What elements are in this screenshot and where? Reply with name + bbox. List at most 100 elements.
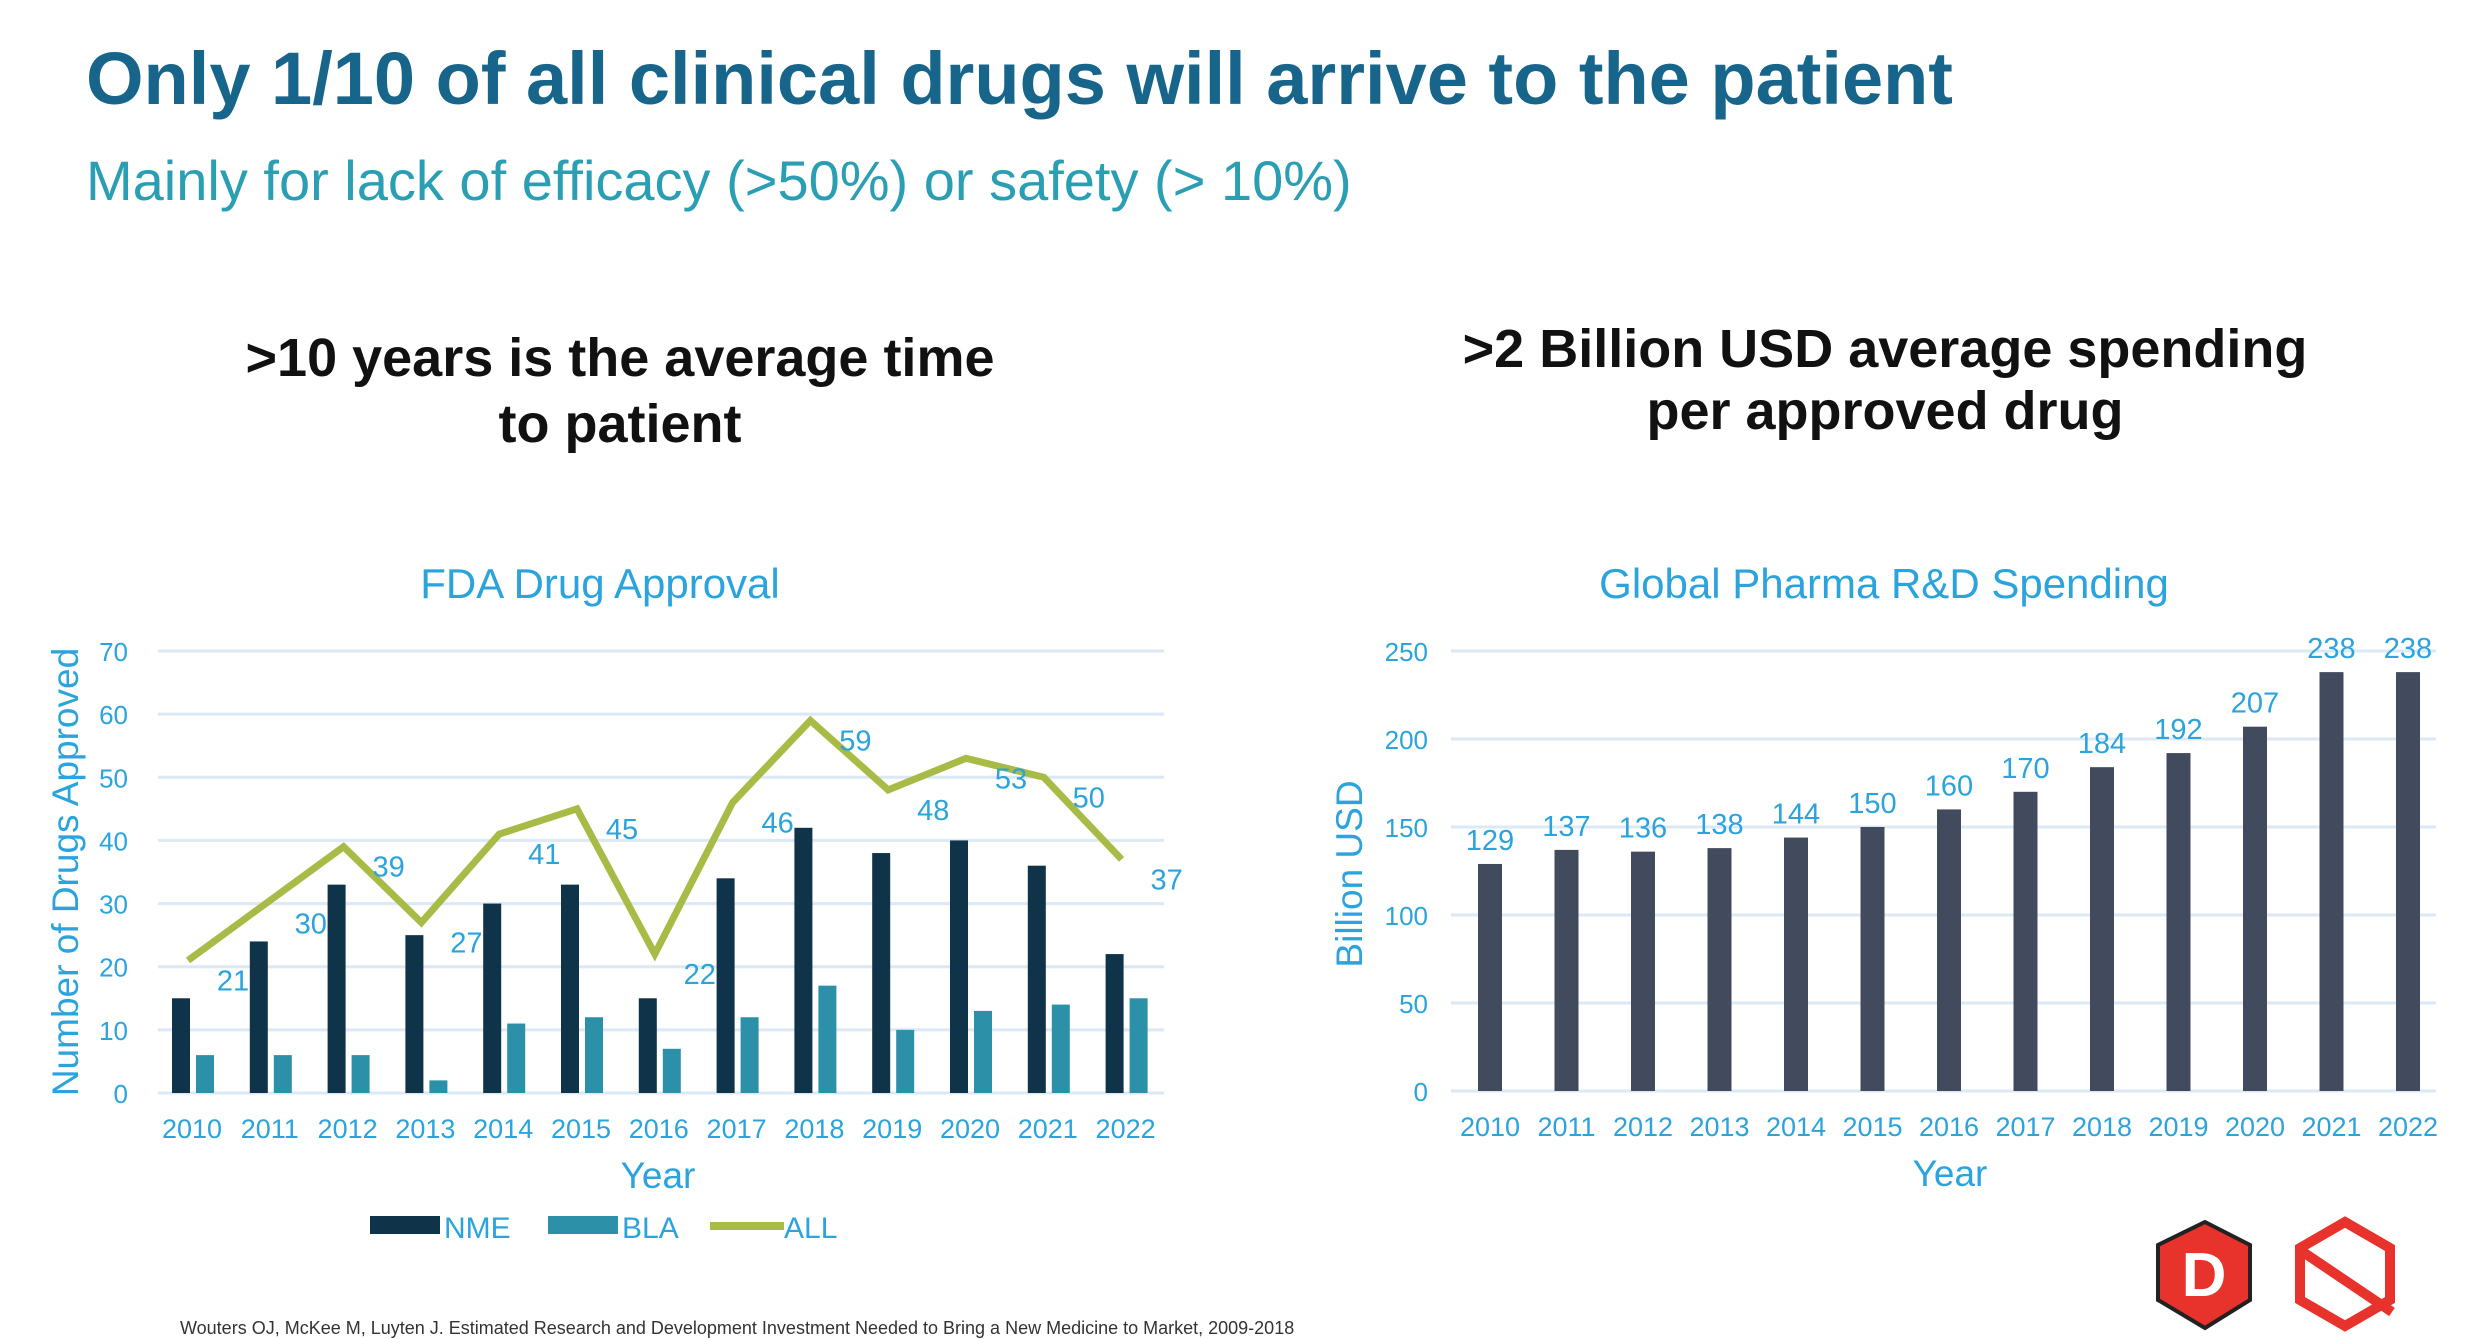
y-tick-label: 20 [99, 953, 128, 983]
data-label-all: 45 [606, 814, 638, 846]
bar-spending [1631, 851, 1655, 1091]
bar-spending [2166, 753, 2191, 1091]
x-tick-label: 2017 [707, 1114, 767, 1144]
y-tick-label: 50 [1399, 989, 1428, 1019]
data-label-spending: 238 [2384, 633, 2432, 665]
y-tick-label: 50 [99, 763, 128, 793]
y-tick-label: 60 [99, 700, 128, 730]
logo-dx-icon [2295, 1216, 2395, 1332]
x-tick-label: 2012 [318, 1114, 378, 1144]
line-all [185, 715, 1125, 964]
x-tick-label: 2015 [551, 1114, 611, 1144]
y-tick-label: 40 [99, 826, 128, 856]
y-tick-label: 150 [1385, 813, 1428, 843]
bar-bla [974, 1010, 992, 1093]
x-tick-label: 2015 [1842, 1112, 1902, 1142]
bar-spending [1784, 837, 1808, 1091]
left-heading: >10 years is the average time to patient [245, 328, 995, 454]
data-label-spending: 170 [2001, 753, 2049, 785]
x-tick-label: 2018 [2072, 1112, 2132, 1142]
x-tick-label: 2017 [1995, 1112, 2055, 1142]
x-tick-label: 2022 [1096, 1114, 1156, 1144]
bar-bla [896, 1029, 915, 1093]
legend-label-nme: NME [444, 1212, 511, 1245]
data-label-all: 22 [684, 959, 716, 991]
bar-nme [1027, 865, 1046, 1093]
bar-nme [327, 884, 346, 1093]
logo-dx-stroke [2297, 1245, 2395, 1317]
data-label-spending: 129 [1466, 825, 1514, 857]
y-tick-label: 0 [1414, 1077, 1428, 1107]
logo-d-text: D [2182, 1241, 2227, 1310]
x-tick-label: 2019 [2148, 1112, 2208, 1142]
bar-nme [249, 941, 268, 1093]
bar-nme [405, 935, 424, 1093]
bar-spending [2243, 726, 2267, 1091]
bar-bla [429, 1080, 448, 1093]
bar-bla [351, 1055, 370, 1093]
legend-swatch-nme [370, 1216, 440, 1234]
x-tick-label: 2012 [1613, 1112, 1673, 1142]
x-tick-label: 2019 [862, 1114, 922, 1144]
y-tick-label: 10 [99, 1016, 128, 1046]
bar-spending [1554, 849, 1579, 1091]
x-tick-label: 2016 [1919, 1112, 1979, 1142]
bar-nme [716, 878, 735, 1093]
y-tick-label: 250 [1385, 637, 1428, 667]
y-axis-label: Billion USD [1329, 780, 1370, 967]
y-axis-label: Number of Drugs Approved [45, 648, 86, 1096]
bar-nme [1105, 954, 1124, 1093]
data-label-all: 53 [995, 763, 1027, 795]
x-tick-label: 2013 [1689, 1112, 1749, 1142]
y-tick-label: 200 [1385, 725, 1428, 755]
data-label-spending: 238 [2307, 633, 2355, 665]
bar-spending [2013, 791, 2038, 1091]
data-label-all: 21 [217, 965, 249, 997]
right-heading: >2 Billion USD average spending per appr… [1462, 319, 2308, 441]
x-tick-label: 2021 [2301, 1112, 2361, 1142]
bar-bla [662, 1048, 681, 1093]
bar-nme [172, 998, 190, 1093]
bar-bla [585, 1017, 603, 1093]
bar-bla [273, 1055, 292, 1093]
data-label-all: 41 [528, 839, 560, 871]
y-tick-label: 0 [114, 1079, 128, 1109]
y-tick-label: 30 [99, 890, 128, 920]
x-tick-label: 2020 [940, 1114, 1000, 1144]
bar-bla [818, 985, 837, 1093]
data-label-all: 37 [1150, 864, 1182, 896]
data-label-all: 30 [295, 909, 327, 941]
bar-bla [196, 1055, 214, 1093]
citation-footer: Wouters OJ, McKee M, Luyten J. Estimated… [180, 1318, 1295, 1338]
slide-subtitle: Mainly for lack of efficacy (>50%) or sa… [86, 149, 1352, 212]
legend-swatch-bla [548, 1216, 618, 1234]
bar-bla [507, 1023, 526, 1093]
x-tick-label: 2018 [784, 1114, 844, 1144]
bar-nme [872, 853, 891, 1093]
data-label-spending: 136 [1619, 813, 1667, 845]
chart-title: FDA Drug Approval [420, 560, 780, 607]
data-label-spending: 184 [2078, 728, 2126, 760]
data-label-spending: 207 [2231, 688, 2279, 720]
x-tick-label: 2014 [1766, 1112, 1826, 1142]
legend-label-bla: BLA [622, 1212, 679, 1245]
x-tick-label: 2011 [1537, 1112, 1595, 1142]
bar-spending [2090, 767, 2114, 1091]
data-label-spending: 160 [1925, 770, 1973, 802]
data-label-spending: 150 [1848, 788, 1896, 820]
bar-bla [1129, 998, 1148, 1093]
x-axis-label: Year [621, 1155, 696, 1196]
x-tick-label: 2010 [1460, 1112, 1520, 1142]
x-tick-label: 2022 [2378, 1112, 2438, 1142]
data-label-all: 39 [372, 852, 404, 884]
bar-nme [950, 840, 968, 1093]
bar-spending [2319, 672, 2344, 1091]
bar-nme [483, 903, 502, 1093]
data-label-spending: 192 [2154, 714, 2202, 746]
x-tick-label: 2010 [162, 1114, 222, 1144]
x-tick-label: 2021 [1018, 1114, 1078, 1144]
bar-spending [1478, 863, 1502, 1091]
x-tick-label: 2011 [241, 1114, 299, 1144]
data-label-all: 50 [1073, 782, 1105, 814]
